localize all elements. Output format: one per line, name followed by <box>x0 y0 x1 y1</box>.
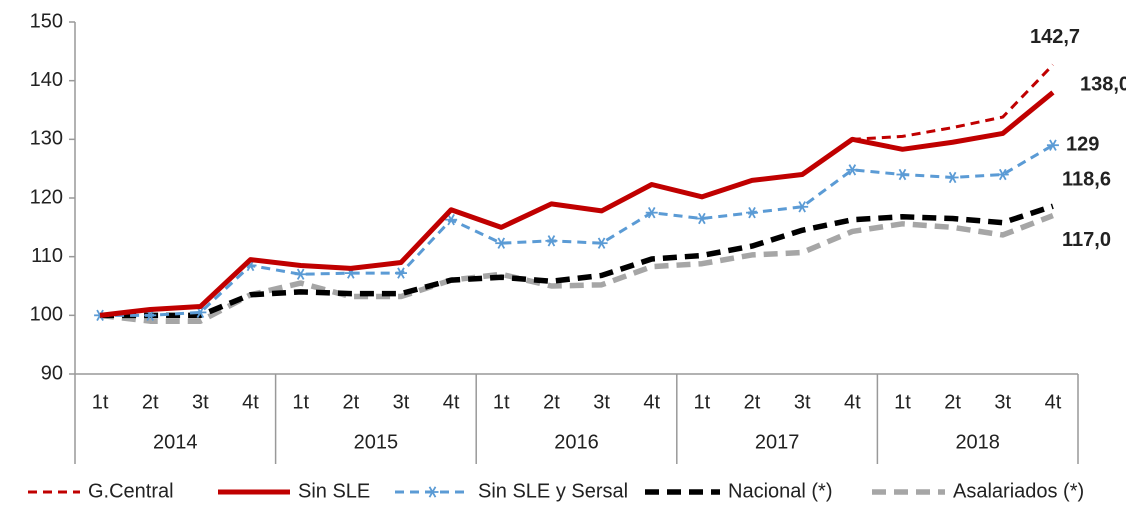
x-group-label: 2016 <box>554 431 599 453</box>
legend-label: G.Central <box>88 480 174 502</box>
marker-stroke <box>898 168 907 181</box>
x-group-label: 2017 <box>755 431 800 453</box>
y-tick-label: 140 <box>30 69 63 91</box>
marker-stroke <box>497 237 506 249</box>
end-label: 117,0 <box>1062 229 1111 251</box>
x-tick-label: 1t <box>292 391 309 413</box>
x-tick-label: 3t <box>393 391 410 413</box>
legend-label: Asalariados (*) <box>953 480 1084 502</box>
marker-stroke <box>597 237 606 249</box>
y-tick-label: 90 <box>41 362 63 384</box>
x-group-label: 2015 <box>354 431 399 453</box>
x-tick-label: 1t <box>894 391 911 413</box>
y-tick-label: 120 <box>30 186 63 208</box>
x-tick-label: 4t <box>844 391 861 413</box>
marker-stroke <box>428 486 437 498</box>
y-tick-label: 130 <box>30 128 63 150</box>
end-label: 118,6 <box>1062 168 1111 190</box>
y-tick-label: 110 <box>31 245 63 267</box>
point-marker <box>495 237 508 249</box>
marker-stroke <box>447 214 455 226</box>
legend-label: Sin SLE <box>298 480 370 502</box>
series-line <box>99 90 1055 318</box>
series-line <box>100 143 1054 317</box>
x-tick-label: 2t <box>342 391 359 413</box>
point-marker <box>1046 139 1059 151</box>
marker-stroke <box>397 267 405 279</box>
x-tick-label: 3t <box>192 391 209 413</box>
point-marker <box>394 267 407 279</box>
marker-stroke <box>547 235 556 247</box>
x-tick-label: 2t <box>744 391 761 413</box>
point-marker <box>946 171 959 184</box>
x-tick-label: 4t <box>242 391 259 413</box>
marker-stroke <box>948 171 957 184</box>
end-label: 129 <box>1066 133 1099 155</box>
x-tick-label: 3t <box>794 391 811 413</box>
marker-stroke <box>196 306 205 319</box>
x-tick-label: 4t <box>443 391 460 413</box>
point-marker <box>294 268 307 280</box>
legend-marker <box>426 486 439 498</box>
y-tick-label: 100 <box>30 304 63 326</box>
marker-stroke <box>647 206 656 219</box>
end-label: 142,7 <box>1030 26 1080 48</box>
point-marker <box>595 237 608 249</box>
x-tick-label: 3t <box>593 391 610 413</box>
x-group-label: 2018 <box>955 431 1000 453</box>
marker-stroke <box>848 164 857 176</box>
y-tick-label: 150 <box>30 10 63 32</box>
x-tick-label: 4t <box>1045 391 1062 413</box>
x-tick-label: 4t <box>643 391 660 413</box>
point-marker <box>695 212 708 225</box>
marker-stroke <box>698 212 706 225</box>
point-marker <box>545 235 558 247</box>
x-tick-label: 2t <box>142 391 159 413</box>
marker-stroke <box>296 268 305 280</box>
marker-stroke <box>798 201 806 213</box>
point-marker <box>846 164 859 176</box>
point-marker <box>445 214 458 226</box>
end-label: 138,0 <box>1080 74 1126 96</box>
x-group-label: 2014 <box>153 431 198 453</box>
x-tick-label: 3t <box>994 391 1011 413</box>
marker-stroke <box>998 168 1007 181</box>
marker-stroke <box>748 206 756 219</box>
point-marker <box>996 168 1009 181</box>
point-marker <box>796 201 809 213</box>
x-tick-label: 2t <box>944 391 961 413</box>
x-tick-label: 1t <box>493 391 510 413</box>
x-tick-label: 1t <box>92 391 109 413</box>
point-marker <box>896 168 909 181</box>
legend-label: Nacional (*) <box>728 480 832 502</box>
x-tick-label: 2t <box>543 391 560 413</box>
x-tick-label: 1t <box>694 391 711 413</box>
point-marker <box>746 206 759 219</box>
series-line <box>99 63 1055 317</box>
legend-label: Sin SLE y Sersal <box>478 480 628 502</box>
series-line <box>100 203 1054 319</box>
marker-stroke <box>1049 139 1057 151</box>
point-marker <box>645 206 658 219</box>
